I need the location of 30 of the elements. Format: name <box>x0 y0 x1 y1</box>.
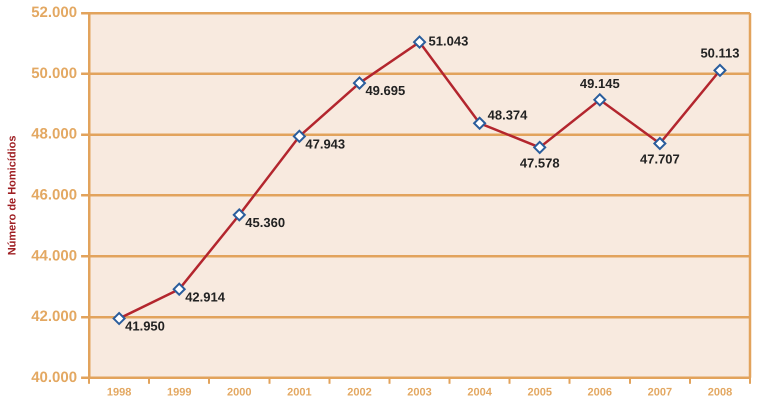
x-tick-label: 2003 <box>407 386 432 398</box>
data-label: 47.707 <box>640 152 680 167</box>
x-tick-label: 2002 <box>347 386 372 398</box>
data-label: 47.943 <box>305 136 346 152</box>
data-label: 47.578 <box>520 156 560 171</box>
data-label: 48.374 <box>488 107 528 122</box>
data-label: 51.043 <box>428 34 468 49</box>
y-tick-label: 44.000 <box>31 247 78 264</box>
data-label: 49.695 <box>365 83 406 98</box>
data-label: 50.113 <box>700 45 740 60</box>
y-tick-label: 42.000 <box>31 308 78 326</box>
data-label: 42.914 <box>185 289 226 304</box>
x-tick-label: 1999 <box>166 386 192 398</box>
x-tick-label: 2000 <box>227 386 252 398</box>
y-axis-title: Número de Homicídios <box>6 136 19 256</box>
y-tick-label: 52.000 <box>31 4 78 22</box>
y-tick-label: 40.000 <box>31 368 78 386</box>
x-tick-label: 2004 <box>467 386 493 398</box>
data-label: 41.950 <box>125 318 165 334</box>
data-label: 49.145 <box>580 76 620 91</box>
y-tick-label: 50.000 <box>31 64 78 82</box>
data-label: 45.360 <box>245 214 286 230</box>
x-tick-label: 2007 <box>648 386 672 398</box>
y-tick-label: 48.000 <box>31 126 78 143</box>
x-tick-label: 2005 <box>527 386 552 398</box>
x-tick-label: 2008 <box>708 386 732 398</box>
x-tick-label: 2006 <box>588 386 612 398</box>
x-tick-label: 1998 <box>106 386 132 398</box>
x-tick-label: 2001 <box>287 386 312 398</box>
y-tick-label: 46.000 <box>31 186 78 204</box>
